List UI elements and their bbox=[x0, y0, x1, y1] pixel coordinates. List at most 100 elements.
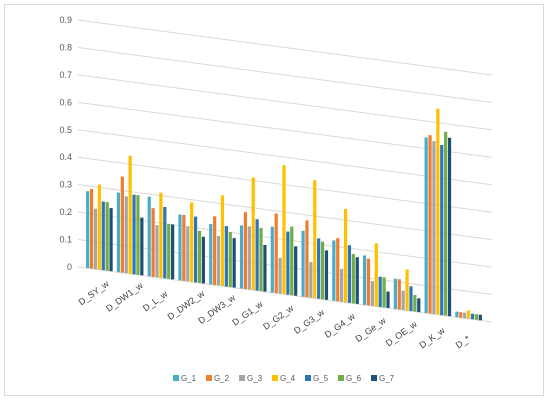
bar-g-4-3 bbox=[190, 202, 194, 282]
x-category-label: D_K_w bbox=[417, 325, 447, 350]
y-tick-label: 0.2 bbox=[59, 207, 72, 217]
gridline bbox=[77, 266, 493, 323]
bar-g-6-6 bbox=[290, 226, 294, 296]
bars bbox=[86, 108, 482, 321]
x-category-label: D_L_w bbox=[141, 288, 170, 313]
bar-g-6-12 bbox=[474, 314, 479, 320]
bar-g-2-3 bbox=[182, 214, 186, 281]
bar-g-6-2 bbox=[167, 223, 171, 279]
bar-g-1-5 bbox=[239, 225, 244, 289]
bar-g-4-4 bbox=[220, 195, 225, 286]
bar-g-4-12 bbox=[467, 310, 471, 319]
bar-g-5-1 bbox=[132, 194, 136, 275]
bar-g-3-9 bbox=[370, 281, 375, 306]
bar-g-6-11 bbox=[444, 131, 448, 316]
bar-g-7-12 bbox=[478, 314, 482, 321]
legend-swatch bbox=[338, 375, 344, 381]
bar-g-3-0 bbox=[93, 208, 98, 270]
bar-g-5-2 bbox=[163, 206, 167, 279]
bar-g-6-5 bbox=[259, 227, 263, 292]
x-axis-categories: D_SY_wD_DW1_wD_L_wD_DW2_wD_DW3_wD_G1_wD_… bbox=[77, 278, 473, 350]
x-category-label: D_DW1_w bbox=[104, 280, 145, 314]
bar-g-3-6 bbox=[278, 257, 282, 294]
legend-swatch bbox=[206, 375, 212, 381]
bar-g-1-11 bbox=[424, 137, 428, 314]
bar-g-7-5 bbox=[263, 244, 267, 292]
legend-swatch bbox=[305, 375, 311, 381]
bar-g-1-4 bbox=[209, 224, 213, 285]
bar-g-6-1 bbox=[136, 195, 140, 275]
bar-g-5-4 bbox=[224, 226, 228, 287]
bar-g-2-10 bbox=[397, 279, 401, 310]
bar-g-3-4 bbox=[216, 236, 221, 286]
bar-g-5-6 bbox=[286, 231, 290, 295]
bar-g-1-10 bbox=[393, 278, 397, 309]
x-category-label: D_G4_w bbox=[323, 311, 358, 340]
bar-g-3-5 bbox=[247, 226, 251, 290]
bar-g-5-5 bbox=[255, 219, 259, 291]
gridline bbox=[77, 101, 493, 158]
gridline bbox=[77, 129, 493, 186]
bar-g-1-9 bbox=[363, 255, 367, 305]
bar-g-5-3 bbox=[193, 216, 198, 283]
bar-g-4-8 bbox=[343, 209, 348, 303]
y-axis-ticks: 0 0.1 0.2 0.3 0.4 0.5 0.6 0.7 0.8 0.9 bbox=[59, 15, 72, 272]
bar-g-4-6 bbox=[282, 165, 286, 295]
legend-swatch bbox=[272, 375, 278, 381]
bar-g-2-1 bbox=[120, 176, 124, 273]
bar-g-2-11 bbox=[428, 135, 432, 314]
gridline bbox=[77, 19, 493, 76]
bar-g-2-4 bbox=[213, 216, 217, 285]
legend-label: G_6 bbox=[346, 374, 362, 383]
legend-swatch bbox=[371, 375, 377, 381]
legend: G_1 G_2 G_3 G_4 G_5 G_6 G_7 bbox=[173, 374, 395, 383]
bar-g-5-12 bbox=[470, 313, 475, 320]
legend-label: G_4 bbox=[280, 374, 296, 383]
bar-g-7-9 bbox=[386, 291, 390, 308]
x-category-label: D_G3_w bbox=[292, 307, 327, 336]
gridline bbox=[77, 74, 493, 131]
bar-g-4-2 bbox=[159, 192, 163, 278]
bar-g-5-8 bbox=[347, 245, 352, 303]
y-tick-label: 0.9 bbox=[59, 15, 72, 25]
bar-g-6-10 bbox=[413, 295, 417, 312]
bar-g-2-8 bbox=[336, 238, 340, 302]
bar-g-3-12 bbox=[463, 312, 467, 319]
bar-g-5-10 bbox=[409, 286, 413, 312]
bar-g-5-11 bbox=[440, 144, 444, 316]
bar-g-2-2 bbox=[151, 208, 155, 277]
bar-g-3-11 bbox=[432, 141, 436, 315]
bar-g-4-10 bbox=[405, 269, 409, 311]
y-tick-label: 0.4 bbox=[59, 152, 72, 162]
legend-label: G_5 bbox=[313, 374, 329, 383]
bar-g-3-8 bbox=[340, 268, 344, 302]
bar-g-1-7 bbox=[301, 230, 305, 297]
x-category-label: D_SY_w bbox=[77, 278, 112, 307]
bar-g-7-2 bbox=[171, 224, 175, 280]
bar-g-7-11 bbox=[447, 137, 452, 317]
bar-g-3-2 bbox=[155, 225, 159, 278]
bar-g-7-10 bbox=[417, 298, 421, 313]
bar-g-5-7 bbox=[317, 238, 321, 299]
bar-g-4-7 bbox=[313, 180, 317, 299]
bar-g-3-7 bbox=[309, 262, 313, 298]
bar-g-1-12 bbox=[455, 311, 459, 318]
bar-g-2-6 bbox=[274, 213, 278, 294]
bar-g-2-0 bbox=[89, 189, 94, 269]
bar-g-4-0 bbox=[97, 184, 101, 270]
bar-g-1-3 bbox=[178, 214, 182, 281]
bar-g-7-0 bbox=[109, 208, 113, 272]
bar-g-7-4 bbox=[232, 238, 236, 288]
bar-g-6-3 bbox=[197, 230, 202, 283]
bar-g-4-1 bbox=[128, 155, 132, 274]
legend-swatch bbox=[173, 375, 179, 381]
legend-label: G_2 bbox=[214, 374, 230, 383]
bar-g-2-5 bbox=[243, 212, 248, 290]
gridline bbox=[77, 46, 493, 103]
bar-g-2-7 bbox=[305, 220, 309, 298]
chart-frame bbox=[4, 4, 544, 396]
x-category-label: D_* bbox=[454, 333, 472, 350]
y-tick-label: 0.5 bbox=[59, 125, 72, 135]
legend-swatch bbox=[239, 375, 245, 381]
